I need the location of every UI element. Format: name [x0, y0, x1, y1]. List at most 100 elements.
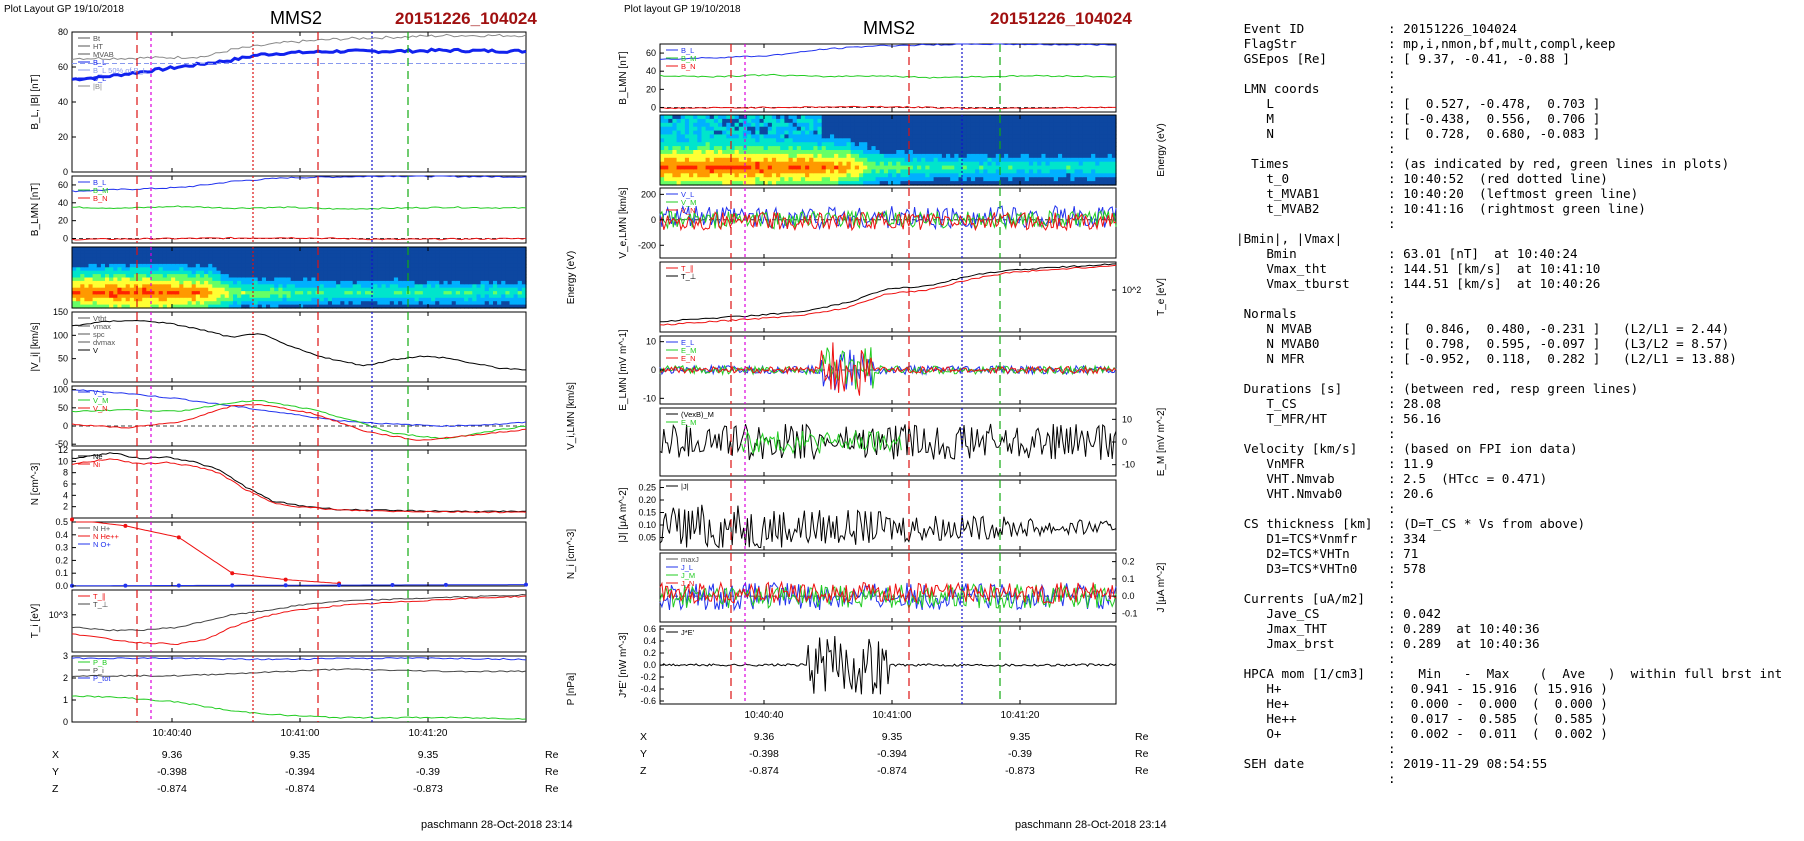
spectrogram-cell — [175, 247, 180, 251]
spectrogram-cell — [888, 118, 893, 124]
spectrogram-cell — [946, 165, 951, 171]
spectrogram-cell — [771, 173, 777, 178]
spectrogram-cell — [299, 274, 304, 279]
spectrogram-cell — [484, 284, 490, 289]
spectrogram-cell — [1045, 173, 1051, 178]
spectrogram-cell — [84, 250, 90, 255]
spectrogram-cell — [813, 146, 819, 151]
spectrogram-cell — [332, 274, 337, 279]
spectrogram-cell — [958, 126, 964, 132]
spectrogram-cell — [406, 304, 411, 309]
spectrogram-cell — [493, 280, 498, 285]
spectrogram-cell — [863, 122, 868, 128]
spectrogram-cell — [676, 115, 682, 120]
spectrogram-cell — [187, 304, 193, 309]
right-panel-2: Energy (eV) — [659, 114, 1167, 186]
spectrogram-cell — [759, 161, 765, 167]
spectrogram-cell — [900, 130, 906, 136]
spectrogram-cell — [138, 284, 143, 289]
spectrogram-cell — [402, 297, 407, 302]
spectrogram-cell — [410, 257, 416, 262]
spectrogram-cell — [509, 284, 515, 289]
spectrogram-cell — [825, 153, 831, 159]
spectrogram-cell — [999, 115, 1005, 120]
spectrogram-cell — [204, 287, 209, 292]
spectrogram-cell — [344, 257, 350, 262]
spectrogram-cell — [697, 153, 702, 159]
spectrogram-cell — [925, 126, 930, 132]
spectrogram-cell — [734, 165, 740, 171]
spectrogram-cell — [282, 257, 288, 262]
spectrogram-cell — [327, 287, 333, 292]
spectrogram-cell — [983, 138, 988, 143]
spectrogram-cell — [340, 250, 345, 255]
spectrogram-cell — [484, 301, 490, 306]
spectrogram-cell — [730, 165, 736, 171]
spectrogram-cell — [854, 150, 860, 155]
spectrogram-cell — [1037, 173, 1042, 178]
spectrogram-cell — [983, 126, 988, 132]
y-tick-label: 60 — [646, 48, 656, 58]
spectrogram-cell — [755, 165, 760, 171]
spectrogram-cell — [187, 291, 193, 296]
spectrogram-cell — [1004, 161, 1009, 167]
spectrogram-cell — [426, 297, 432, 302]
spectrogram-cell — [709, 165, 715, 171]
spectrogram-cell — [693, 173, 698, 178]
spectrogram-cell — [1041, 153, 1047, 159]
spectrogram-cell — [96, 304, 102, 309]
spectrogram-cell — [904, 142, 910, 147]
y-axis-label: B_L, |B| [nT] — [30, 74, 41, 129]
spectrogram-cell — [684, 134, 690, 139]
spectrogram-cell — [1053, 157, 1059, 163]
spectrogram-cell — [175, 297, 180, 302]
spectrogram-cell — [850, 169, 856, 174]
spectrogram-cell — [730, 150, 736, 155]
spectrogram-cell — [274, 253, 279, 258]
spectrogram-cell — [332, 291, 337, 296]
spectrogram-cell — [505, 287, 511, 292]
spectrogram-cell — [950, 146, 955, 151]
spectrogram-cell — [784, 142, 790, 147]
spectrogram-cell — [431, 294, 436, 299]
spectrogram-cell — [303, 260, 308, 265]
spectrogram-cell — [381, 274, 387, 279]
spectrogram-cell — [859, 173, 864, 178]
spectrogram-cell — [414, 250, 420, 255]
spectrogram-cell — [668, 122, 673, 128]
spectrogram-cell — [286, 247, 292, 251]
spectrogram-cell — [422, 263, 428, 268]
spectrogram-cell — [668, 181, 673, 186]
spectrogram-cell — [1033, 122, 1038, 128]
spectrogram-cell — [509, 263, 515, 268]
spectrogram-cell — [356, 263, 362, 268]
spectrogram-cell — [809, 161, 814, 167]
spectrogram-cell — [771, 115, 777, 120]
spectrogram-cell — [72, 257, 77, 262]
spectrogram-cell — [966, 173, 972, 178]
spectrogram-cell — [701, 142, 707, 147]
spectrogram-cell — [171, 263, 176, 268]
left-panel-7: 0.00.10.20.30.40.5N H+N He++N O+ N_i [cm^… — [55, 517, 577, 591]
spectrogram-cell — [1082, 181, 1088, 186]
spectrogram-cell — [705, 173, 711, 178]
spectrogram-cell — [488, 297, 494, 302]
spectrogram-cell — [825, 150, 831, 155]
spectrogram-cell — [117, 277, 123, 282]
spectrogram-cell — [800, 138, 806, 143]
spectrogram-cell — [771, 157, 777, 163]
spectrogram-cell — [340, 301, 345, 306]
spectrogram-cell — [414, 253, 420, 258]
spectrogram-cell — [722, 157, 727, 163]
spectrogram-cell — [962, 138, 968, 143]
spectrogram-cell — [393, 284, 399, 289]
spectrogram-cell — [72, 301, 77, 306]
spectrogram-cell — [1037, 150, 1042, 155]
spectrogram-cell — [780, 173, 785, 178]
spectrogram-cell — [693, 122, 698, 128]
spectrogram-cell — [133, 263, 139, 268]
spectrogram-cell — [216, 250, 222, 255]
spectrogram-cell — [676, 122, 682, 128]
spectrogram-cell — [1111, 181, 1117, 186]
